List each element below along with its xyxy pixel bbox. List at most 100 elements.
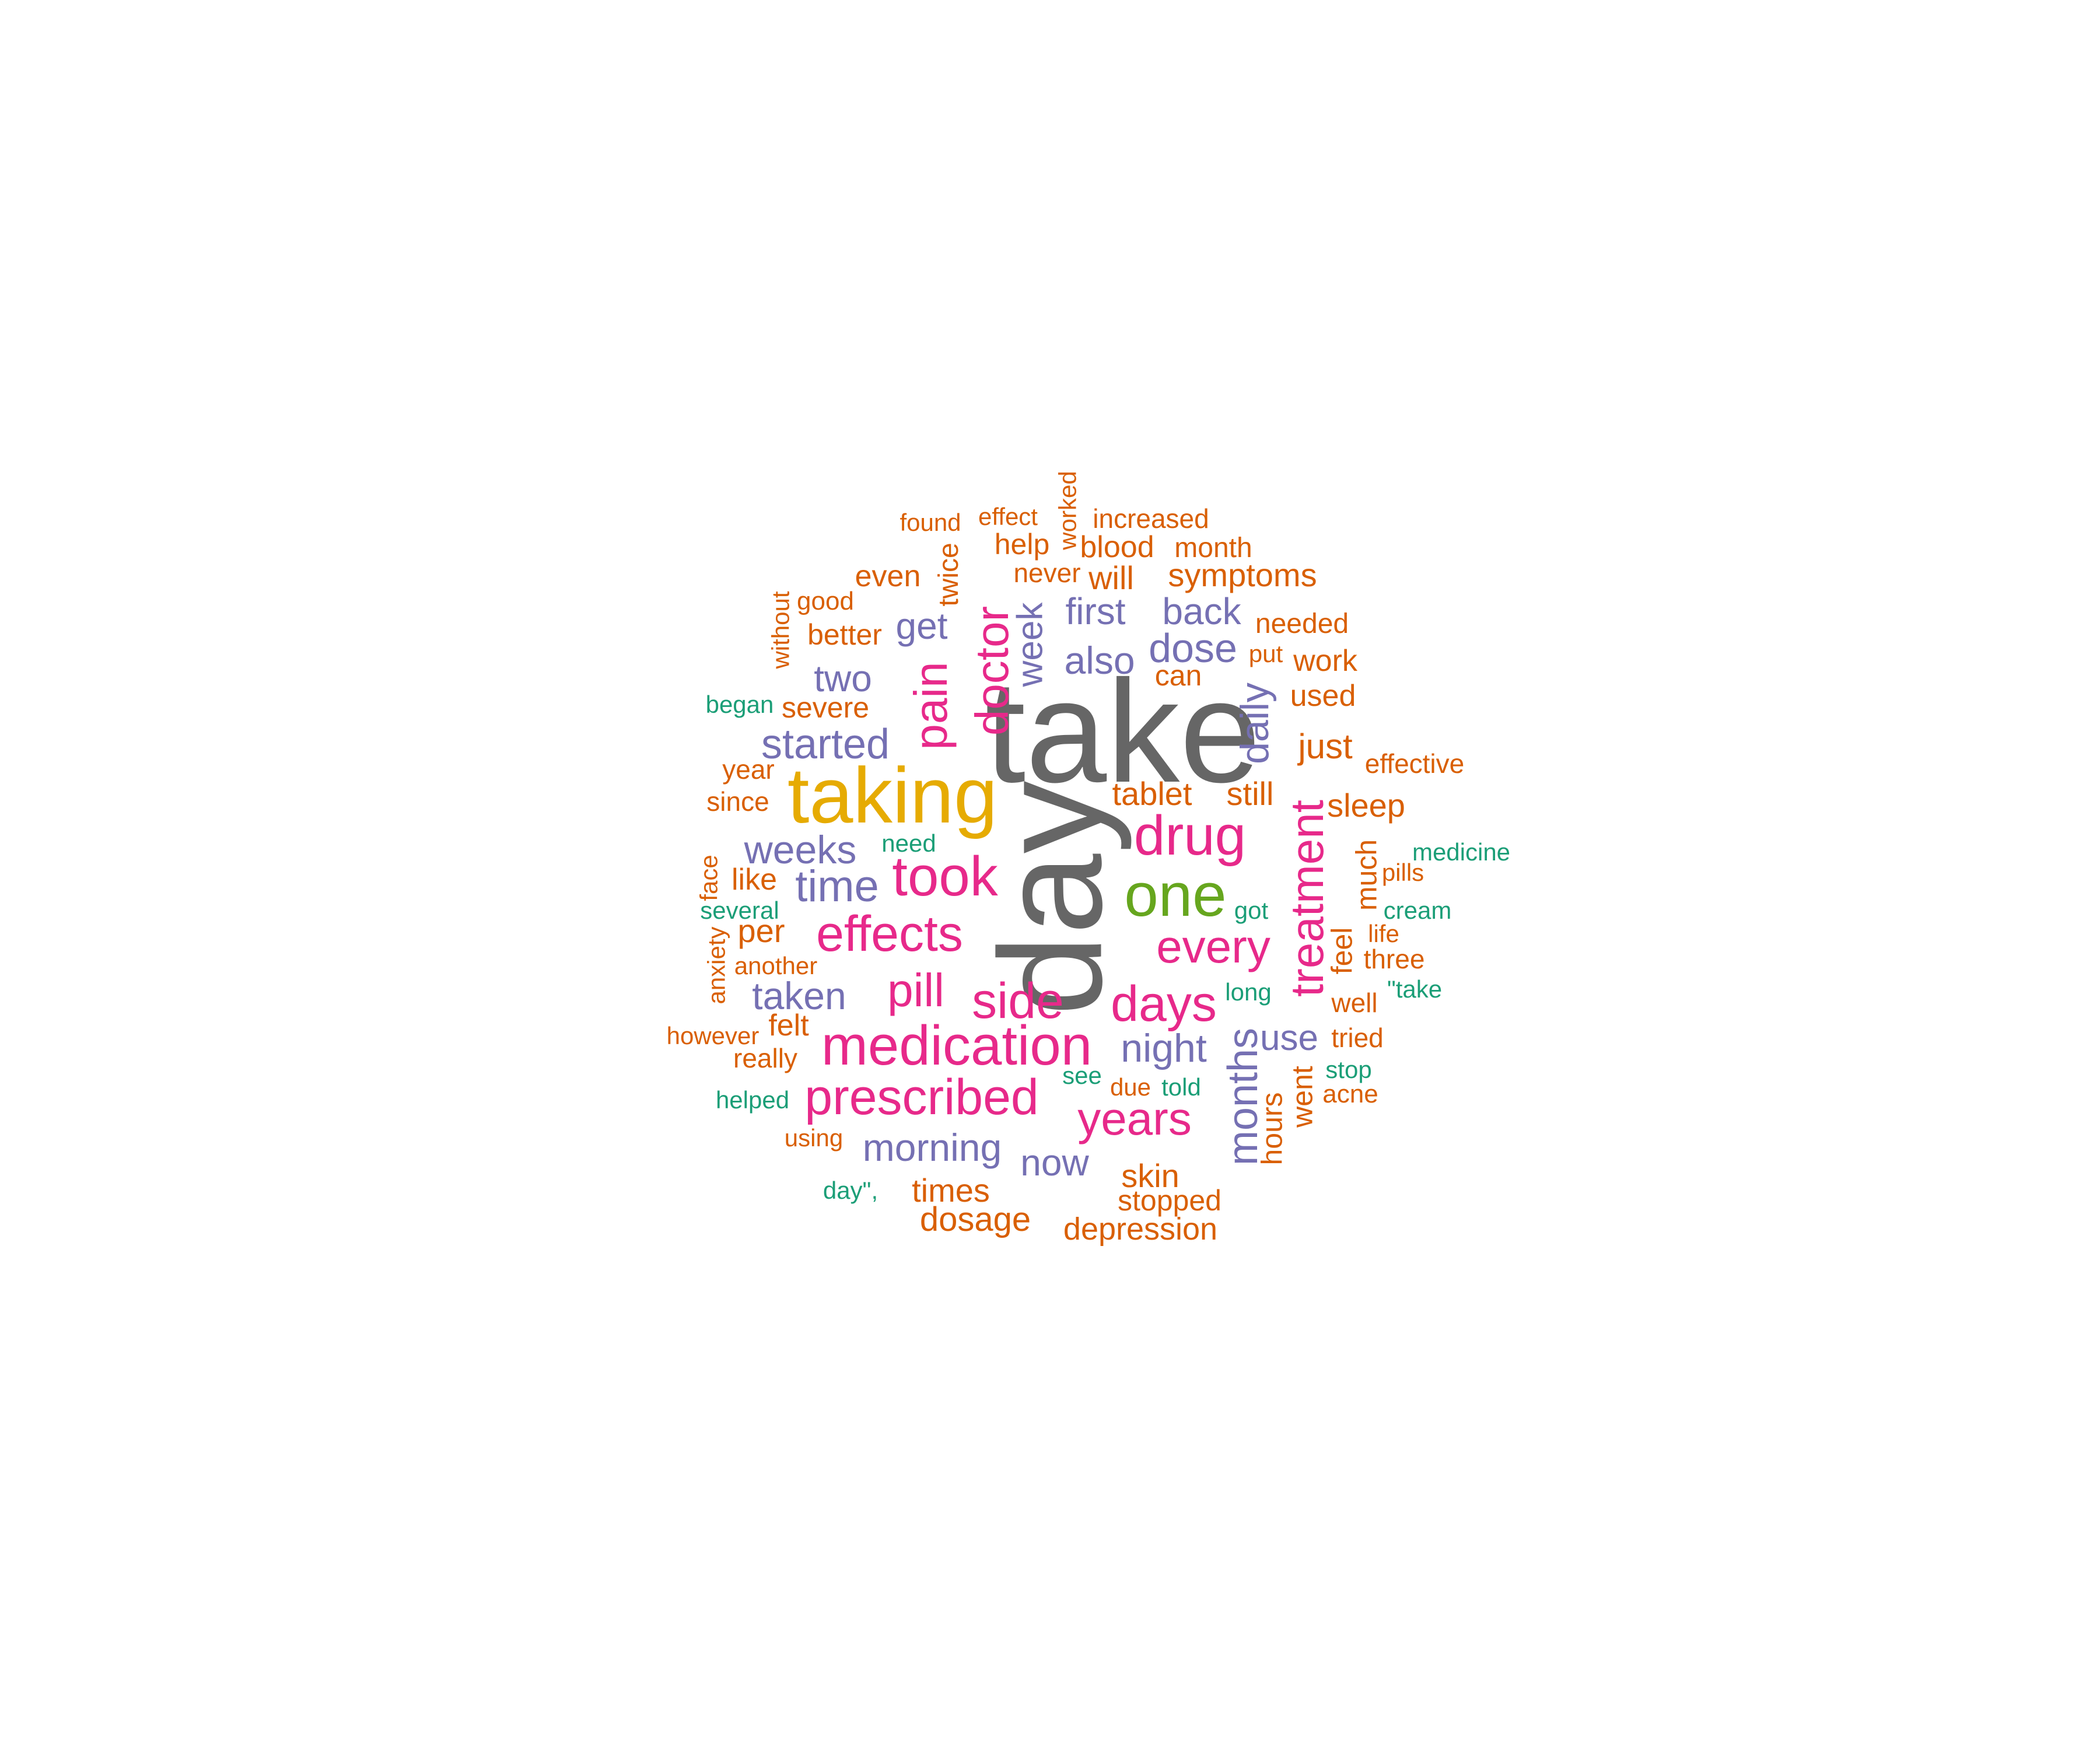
word-increased: increased xyxy=(1093,503,1209,534)
word-really: really xyxy=(733,1043,797,1073)
word-began: began xyxy=(706,691,774,718)
word-taken: taken xyxy=(752,974,846,1017)
word-just: just xyxy=(1297,727,1353,766)
word-month: month xyxy=(1174,533,1252,564)
word-tablet: tablet xyxy=(1112,775,1192,812)
word-went: went xyxy=(1286,1066,1319,1128)
word-effects: effects xyxy=(816,906,963,962)
word-can: can xyxy=(1155,659,1202,692)
word-dosage: dosage xyxy=(920,1200,1031,1238)
word-per: per xyxy=(738,912,785,949)
word-two: two xyxy=(814,657,872,699)
word-prescribed: prescribed xyxy=(804,1069,1039,1125)
word-use: use xyxy=(1260,1018,1318,1058)
word-time: time xyxy=(795,862,879,911)
word-helped: helped xyxy=(716,1086,789,1114)
word-depression: depression xyxy=(1063,1212,1217,1247)
word-another: another xyxy=(734,952,817,979)
word-now: now xyxy=(1020,1142,1089,1184)
word-worked: worked xyxy=(1054,471,1082,550)
word-stop: stop xyxy=(1325,1056,1371,1083)
word-taking: taking xyxy=(788,751,998,839)
word-take: "take xyxy=(1387,975,1442,1003)
word-medicine: medicine xyxy=(1412,838,1510,866)
word-year: year xyxy=(722,754,774,785)
word-dose: dose xyxy=(1149,625,1237,671)
word-symptoms: symptoms xyxy=(1168,556,1317,593)
word-morning: morning xyxy=(863,1126,1002,1169)
word-good: good xyxy=(797,587,854,615)
word-need: need xyxy=(881,830,936,857)
word-since: since xyxy=(706,786,769,817)
word-effect: effect xyxy=(978,503,1038,530)
word-sleep: sleep xyxy=(1327,787,1405,824)
word-told: told xyxy=(1161,1073,1201,1101)
word-skin: skin xyxy=(1121,1157,1180,1194)
word-even: even xyxy=(855,559,921,593)
word-anxiety: anxiety xyxy=(703,926,730,1004)
word-much: much xyxy=(1350,839,1383,911)
word-never: never xyxy=(1013,558,1080,588)
word-well: well xyxy=(1331,988,1377,1018)
word-days: days xyxy=(1111,976,1217,1032)
word-acne: acne xyxy=(1322,1080,1378,1108)
word-cream: cream xyxy=(1384,897,1452,924)
word-work: work xyxy=(1293,644,1358,678)
word-get: get xyxy=(896,605,948,647)
word-long: long xyxy=(1225,978,1271,1006)
word-like: like xyxy=(732,863,777,897)
word-twice: twice xyxy=(933,542,964,606)
word-pain: pain xyxy=(905,662,957,750)
word-one: one xyxy=(1124,861,1226,929)
word-feel: feel xyxy=(1326,928,1359,975)
word-tried: tried xyxy=(1331,1023,1383,1053)
word-effective: effective xyxy=(1365,748,1464,779)
word-due: due xyxy=(1110,1073,1151,1101)
word-better: better xyxy=(807,618,882,651)
word-life: life xyxy=(1368,920,1399,947)
word-blood: blood xyxy=(1080,530,1154,564)
word-put: put xyxy=(1249,640,1283,667)
word-every: every xyxy=(1156,921,1270,972)
word-stopped: stopped xyxy=(1118,1184,1222,1217)
word-pills: pills xyxy=(1382,859,1424,886)
word-will: will xyxy=(1088,559,1134,596)
word-years: years xyxy=(1077,1093,1192,1144)
word-hours: hours xyxy=(1256,1092,1289,1165)
word-first: first xyxy=(1065,590,1125,632)
word-day: day xyxy=(970,780,1132,1016)
word-drug: drug xyxy=(1134,804,1246,867)
word-also: also xyxy=(1064,639,1135,682)
word-months: months xyxy=(1220,1028,1266,1166)
word-doctor: doctor xyxy=(966,606,1018,736)
word-several: several xyxy=(700,897,779,924)
word-still: still xyxy=(1227,775,1274,812)
word-took: took xyxy=(892,845,998,908)
word-times: times xyxy=(912,1172,990,1209)
word-daily: daily xyxy=(1233,682,1277,764)
word-without: without xyxy=(767,591,794,669)
word-weeks: weeks xyxy=(744,828,857,872)
word-felt: felt xyxy=(768,1009,809,1042)
word-using: using xyxy=(785,1124,843,1152)
word-day: day", xyxy=(823,1177,878,1204)
word-found: found xyxy=(900,509,961,536)
word-medication: medication xyxy=(821,1014,1092,1077)
word-side: side xyxy=(972,973,1064,1029)
word-needed: needed xyxy=(1255,608,1349,639)
word-take: take xyxy=(985,650,1261,813)
word-night: night xyxy=(1121,1026,1207,1070)
word-used: used xyxy=(1290,679,1356,713)
word-three: three xyxy=(1364,944,1425,974)
word-severe: severe xyxy=(782,691,869,724)
word-however: however xyxy=(667,1022,760,1049)
word-treatment: treatment xyxy=(1281,800,1333,997)
word-back: back xyxy=(1162,590,1241,632)
word-help: help xyxy=(995,528,1050,561)
word-week: week xyxy=(1010,602,1051,688)
word-face: face xyxy=(695,855,723,901)
word-started: started xyxy=(761,721,890,768)
word-got: got xyxy=(1234,897,1269,924)
word-pill: pill xyxy=(887,964,944,1016)
